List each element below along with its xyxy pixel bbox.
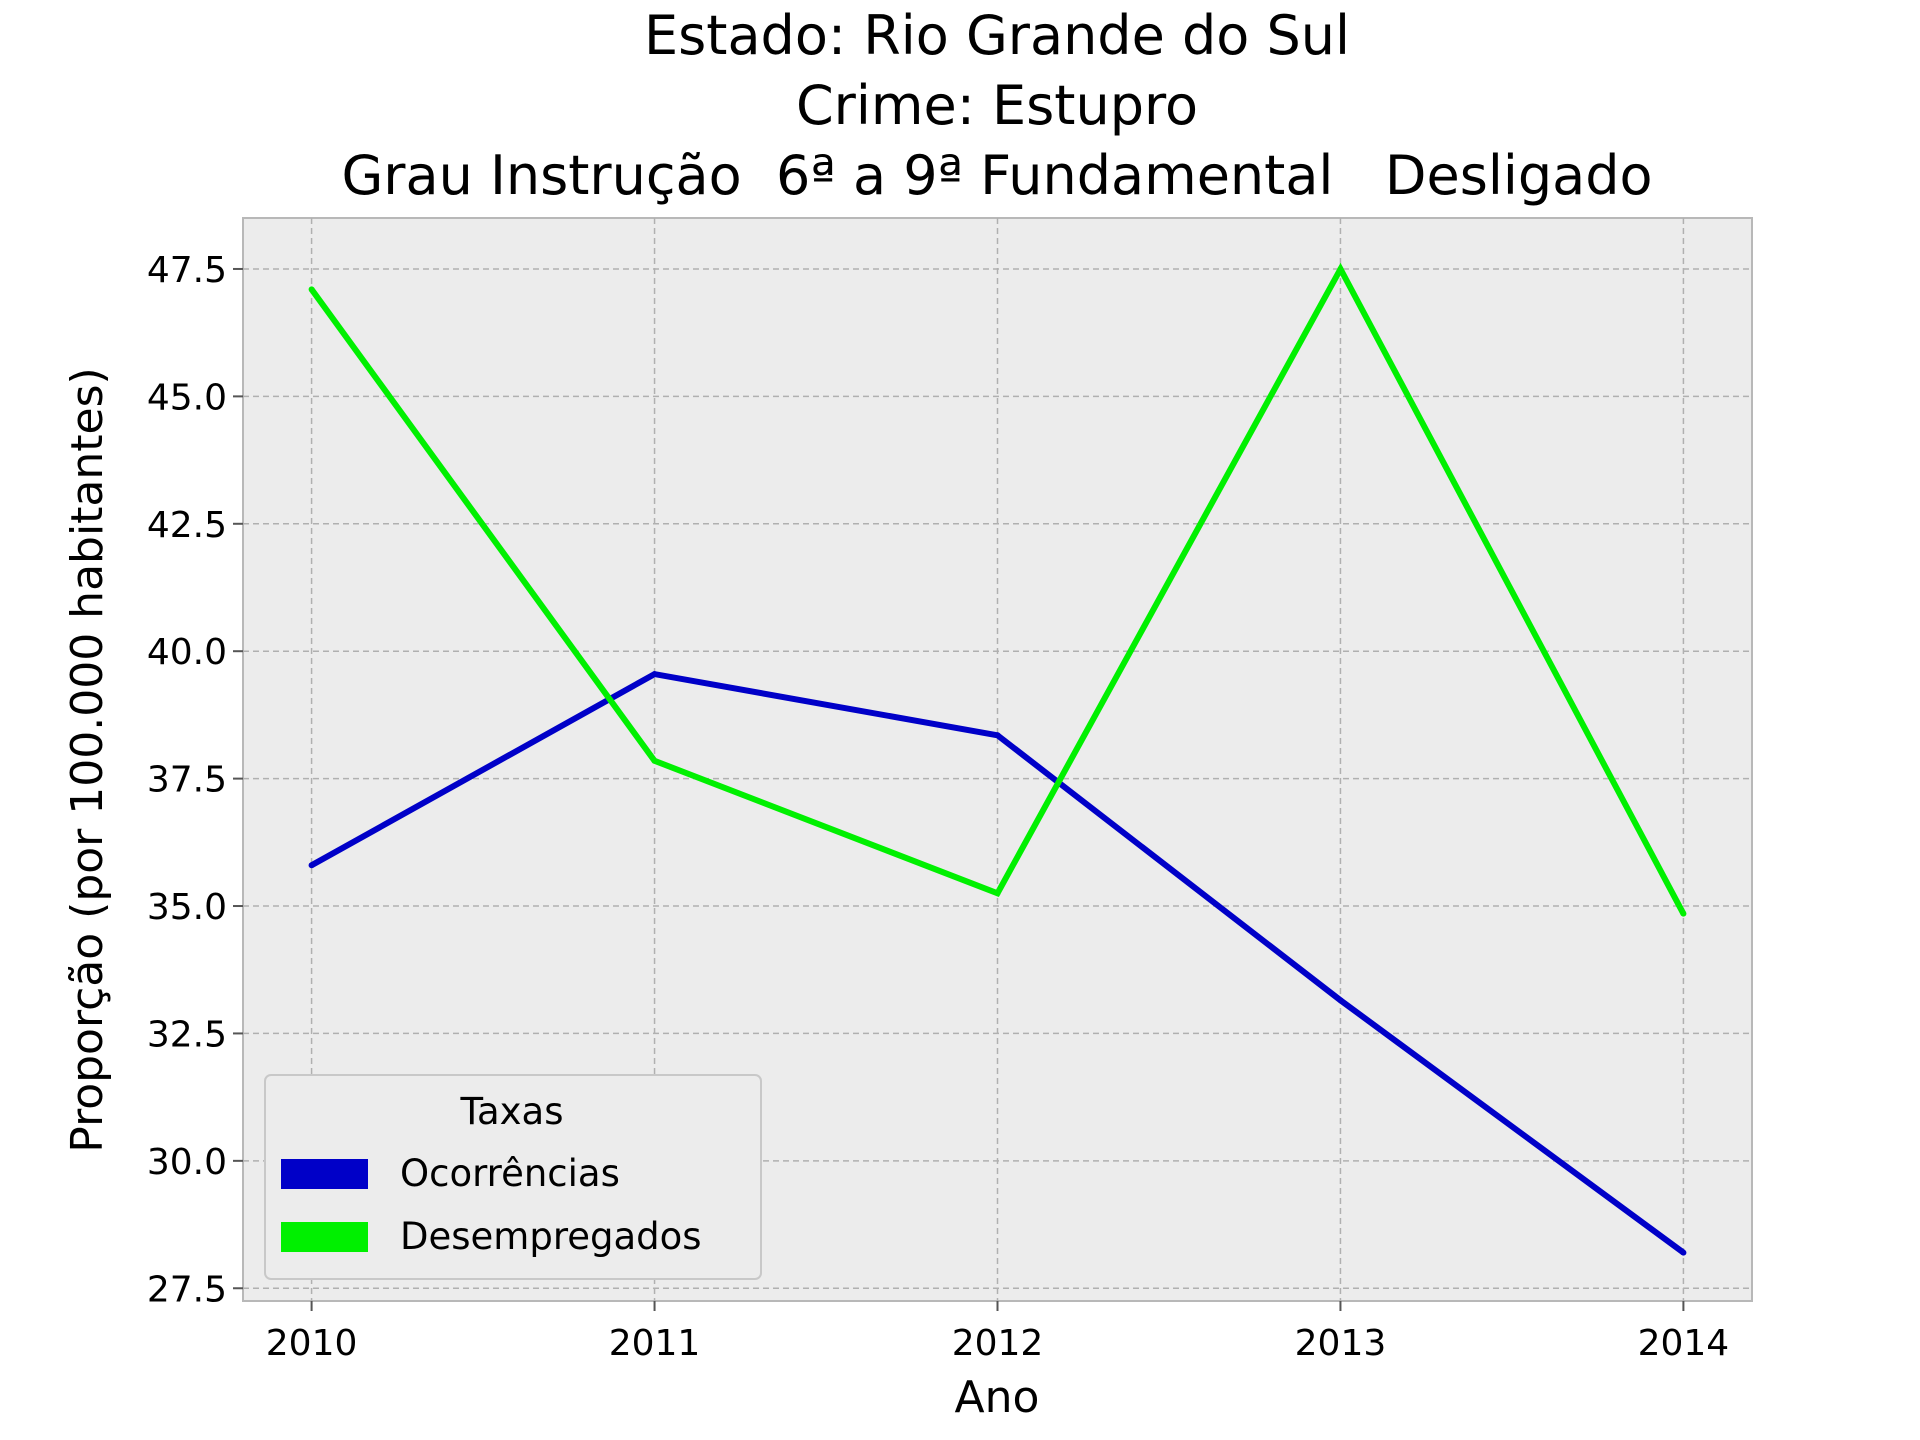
data-point bbox=[994, 732, 1001, 739]
data-point bbox=[308, 286, 315, 293]
x-tick-label: 2011 bbox=[609, 1323, 701, 1364]
data-point bbox=[308, 862, 315, 869]
y-tick-label: 42.5 bbox=[147, 505, 227, 546]
legend-label-desempregados: Desempregados bbox=[400, 1215, 702, 1258]
y-tick-label: 27.5 bbox=[147, 1269, 227, 1310]
chart-title-line-3: Grau Instrução 6ª a 9ª Fundamental Desli… bbox=[341, 144, 1653, 207]
data-point bbox=[994, 890, 1001, 897]
legend-box bbox=[264, 1074, 762, 1280]
y-tick-label: 45.0 bbox=[147, 377, 227, 418]
legend: Taxas Ocorrências Desempregados bbox=[264, 1074, 762, 1280]
x-tick-label: 2014 bbox=[1638, 1323, 1730, 1364]
chart-title-line-1: Estado: Rio Grande do Sul bbox=[644, 4, 1350, 67]
y-tick-label: 47.5 bbox=[147, 250, 227, 291]
legend-swatch-ocorrencias bbox=[281, 1159, 368, 1189]
legend-swatch-desempregados bbox=[281, 1222, 368, 1252]
y-axis-ticks: 27.5 30.0 32.5 35.0 37.5 40.0 42.5 45.0 47.5 bbox=[147, 250, 243, 1310]
x-tick-label: 2013 bbox=[1295, 1323, 1387, 1364]
y-tick-label: 37.5 bbox=[147, 760, 227, 801]
y-tick-label: 40.0 bbox=[147, 632, 227, 673]
legend-label-ocorrencias: Ocorrências bbox=[400, 1152, 620, 1195]
chart-title-line-2: Crime: Estupro bbox=[795, 74, 1199, 137]
data-point bbox=[1337, 265, 1344, 272]
y-tick-label: 35.0 bbox=[147, 887, 227, 928]
x-tick-label: 2010 bbox=[266, 1323, 358, 1364]
series-lines bbox=[308, 262, 1687, 1256]
data-point bbox=[1680, 1249, 1687, 1256]
x-tick-label: 2012 bbox=[952, 1323, 1044, 1364]
x-axis-ticks: 2010 2011 2012 2013 2014 bbox=[266, 1301, 1729, 1364]
data-point bbox=[1337, 997, 1344, 1004]
legend-title: Taxas bbox=[460, 1090, 564, 1133]
data-point bbox=[651, 671, 658, 678]
y-tick-label: 32.5 bbox=[147, 1014, 227, 1055]
data-point bbox=[1680, 910, 1687, 917]
y-tick-label: 30.0 bbox=[147, 1142, 227, 1183]
y-axis-label: Proporção (por 100.000 habitantes) bbox=[62, 367, 113, 1152]
data-point bbox=[651, 757, 658, 764]
x-axis-label: Ano bbox=[955, 1372, 1040, 1423]
grid-lines bbox=[243, 218, 1752, 1301]
